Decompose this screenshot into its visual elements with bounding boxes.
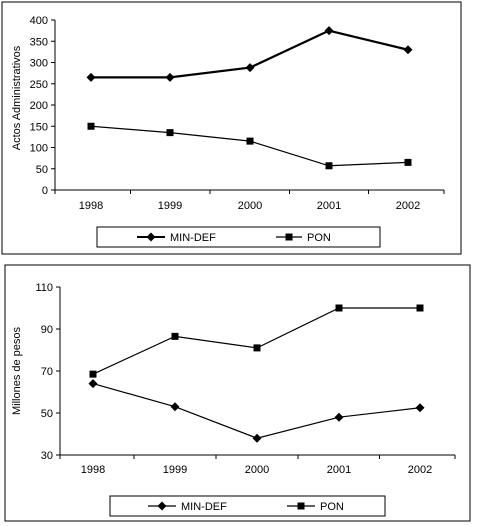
chart1-y-tick-label: 0 (42, 185, 48, 197)
chart2-series-min-def-point (252, 433, 262, 443)
chart1-y-tick-label: 350 (30, 36, 48, 48)
chart2-x-ticks: 1998 1999 2000 2001 2002 (59, 455, 456, 476)
chart2-legend-pon-marker (297, 502, 305, 510)
chart1-y-tick-label: 50 (36, 164, 48, 176)
chart2-series-pon-point (89, 370, 97, 378)
chart1-x-tick-label: 2000 (238, 200, 262, 212)
chart2-series-pon-point (253, 344, 261, 352)
chart2-ylabel: Millones de pesos (11, 326, 23, 415)
chart1-x-tick-label: 1998 (79, 200, 103, 212)
chart2-legend-min-def-label: MIN-DEF (181, 501, 227, 513)
chart1-y-tick-label: 150 (30, 121, 48, 133)
chart1-x-tick-label: 2002 (396, 200, 420, 212)
chart2-y-tick-label: 110 (35, 282, 53, 294)
chart1-y-tick-label: 400 (30, 15, 48, 27)
chart1-legend-min-def-label: MIN-DEF (170, 232, 216, 244)
chart1-series-pon-point (87, 122, 95, 130)
chart2-x-tick-label: 2001 (327, 464, 351, 476)
chart1-y-ticks: 0 50 100 150 200 250 300 350 400 (30, 15, 55, 197)
chart2-y-ticks: 30 50 70 90 110 (35, 282, 60, 462)
chart1-x-tick-label: 2001 (317, 200, 341, 212)
chart2-x-tick-label: 2002 (408, 464, 432, 476)
chart2-series-pon-line (92, 307, 420, 375)
chart1-x-ticks: 1998 1999 2000 2001 2002 (54, 190, 445, 212)
chart2-series (88, 304, 425, 443)
chart1-series-min-def-point (245, 63, 255, 73)
chart1-y-tick-label: 250 (30, 79, 48, 91)
chart1-legend-entries: MIN-DEF PON (137, 232, 331, 244)
chart2-legend-entries: MIN-DEF PON (148, 501, 344, 513)
chart2-frame (4, 264, 471, 522)
chart2-series-pon-point (335, 304, 343, 312)
chart2-x-tick-label: 1999 (163, 464, 187, 476)
chart1-series-pon-point (166, 129, 174, 137)
chart2-y-tick-label: 70 (41, 366, 53, 378)
chart2-y-tick-label: 90 (41, 324, 53, 336)
chart1-series-min-def-point (165, 72, 175, 82)
chart2-series-pon-point (171, 332, 179, 340)
chart1-frame (1, 1, 462, 255)
chart2-x-tick-label: 2000 (245, 464, 269, 476)
chart1-series (86, 26, 413, 170)
chart1-series-pon-point (246, 137, 254, 145)
chart1-series-min-def-point (324, 26, 334, 36)
chart2-series-min-def-point (334, 412, 344, 422)
chart1-legend-min-def-marker (146, 232, 156, 242)
chart2-series-min-def-point (88, 379, 98, 389)
chart1-y-tick-label: 100 (30, 143, 48, 155)
chart1-legend-pon-marker (285, 233, 293, 241)
chart2-y-tick-label: 30 (41, 450, 53, 462)
chart2-legend-min-def-marker (157, 501, 167, 511)
chart1-x-tick-label: 1999 (158, 200, 182, 212)
chart1-series-pon-line (90, 125, 409, 167)
chart2-y-tick-label: 50 (41, 408, 53, 420)
chart1-series-min-def-point (403, 45, 413, 55)
chart1-series-pon-point (404, 158, 412, 166)
chart1-legend (96, 226, 381, 248)
chart2-series-min-def-line (92, 383, 421, 439)
chart2-series-min-def-point (170, 402, 180, 412)
chart1-ylabel: Actos Administrativos (11, 45, 23, 150)
chart2-legend (109, 495, 386, 517)
chart1-y-tick-label: 200 (30, 100, 48, 112)
chart2-x-tick-label: 1998 (81, 464, 105, 476)
chart2-series-pon-point (416, 304, 424, 312)
chart1-legend-pon-label: PON (307, 232, 331, 244)
chart2-legend-pon-label: PON (320, 501, 344, 513)
chart2-series-min-def-point (415, 403, 425, 413)
chart1-y-tick-label: 300 (30, 58, 48, 70)
chart1-series-pon-point (325, 162, 333, 170)
chart1-series-min-def-point (86, 72, 96, 82)
